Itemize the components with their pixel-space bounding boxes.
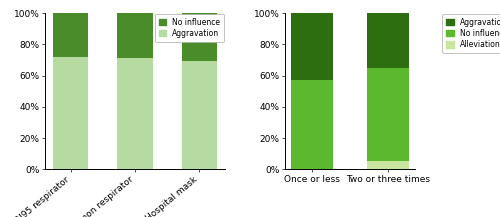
- Bar: [118, 58, 152, 169]
- Legend: Aggravation, No influence, Alleviation: Aggravation, No influence, Alleviation: [442, 14, 500, 53]
- Bar: [291, 13, 333, 80]
- Bar: [367, 68, 409, 161]
- Bar: [118, 13, 152, 58]
- Bar: [182, 61, 217, 169]
- Bar: [53, 13, 88, 57]
- Bar: [367, 13, 409, 68]
- Bar: [53, 57, 88, 169]
- Legend: No influence, Aggravation: No influence, Aggravation: [155, 14, 224, 42]
- Bar: [291, 80, 333, 169]
- Bar: [182, 13, 217, 61]
- Bar: [367, 161, 409, 169]
